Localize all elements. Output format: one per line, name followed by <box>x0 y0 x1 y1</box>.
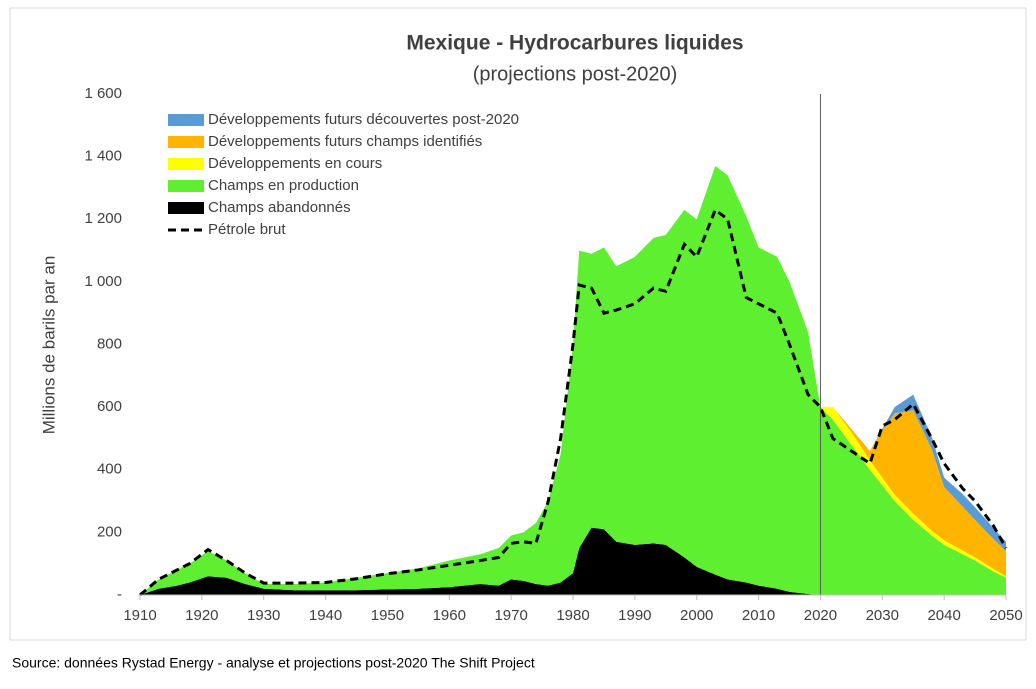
y-axis-label: Millions de barils par an <box>39 256 58 435</box>
x-tick-label: 2010 <box>742 607 775 624</box>
chart-title: Mexique - Hydrocarbures liquides <box>406 32 743 55</box>
x-tick-label: 2020 <box>804 607 837 624</box>
y-tick-label: 1 000 <box>84 273 122 290</box>
y-tick-label: - <box>117 586 122 603</box>
x-tick-label: 2050 <box>989 607 1022 624</box>
chart-frame <box>9 7 1027 641</box>
x-tick-label: 1950 <box>371 607 404 624</box>
y-tick-label: 1 200 <box>84 210 122 227</box>
x-tick-label: 2000 <box>680 607 713 624</box>
legend-label: Champs abandonnés <box>208 199 351 216</box>
legend-swatch <box>168 114 204 126</box>
legend-swatch <box>168 158 204 170</box>
area <box>140 166 1006 596</box>
source: Source: données Rystad Energy - analyse … <box>12 655 535 671</box>
crude-line <box>139 207 1008 597</box>
x-tick-label: 1930 <box>247 607 280 624</box>
y-tick-label: 1 400 <box>84 148 122 165</box>
legend-label: Champs en production <box>208 177 359 194</box>
y-tick-label: 600 <box>97 398 122 415</box>
y-tick-label: 800 <box>97 335 122 352</box>
area <box>140 527 1006 595</box>
x-tick-label: 1920 <box>185 607 218 624</box>
y-tick-label: 200 <box>97 523 122 540</box>
legend-swatch <box>168 180 204 192</box>
legend-swatch <box>168 202 204 214</box>
x-tick-label: 1970 <box>494 607 527 624</box>
legend-swatch <box>168 136 204 148</box>
x-tick-label: 1990 <box>618 607 651 624</box>
y-tick-label: 400 <box>97 461 122 478</box>
x-tick-label: 1980 <box>556 607 589 624</box>
y-tick-label: 1 600 <box>84 85 122 102</box>
legend-label: Développements futurs champs identifiés <box>208 133 482 150</box>
legend-label: Développements futurs découvertes post-2… <box>208 111 519 128</box>
x-tick-label: 2030 <box>866 607 899 624</box>
legend-label: Pétrole brut <box>208 221 286 238</box>
x-tick-label: 2040 <box>927 607 960 624</box>
legend-label: Développements en cours <box>208 155 382 172</box>
x-tick-label: 1960 <box>433 607 466 624</box>
chart-subtitle: (projections post-2020) <box>473 63 678 85</box>
x-tick-label: 1940 <box>309 607 342 624</box>
x-tick-label: 1910 <box>123 607 156 624</box>
